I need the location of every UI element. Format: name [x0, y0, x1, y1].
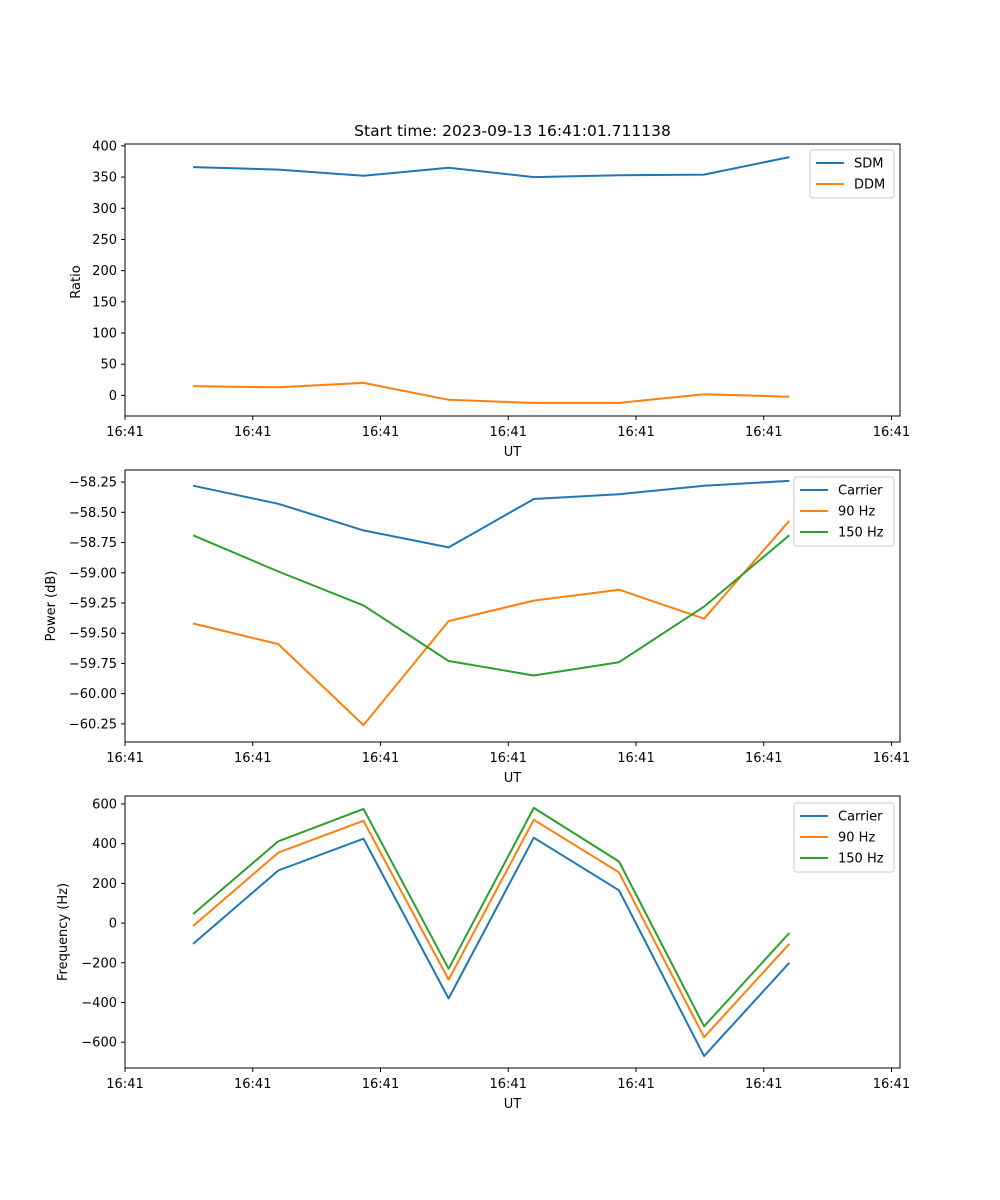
ratio-series-ddm-line [193, 381, 790, 404]
power-legend [793, 476, 895, 547]
ratio-x-axis-label: UT [504, 445, 522, 460]
power-axes-frame [124, 469, 901, 743]
frequency-axes-frame [124, 795, 901, 1069]
frequency-y-tick-label: 0 [109, 917, 117, 932]
power-x-tick-label: 16:41 [362, 751, 399, 766]
ratio-y-tick-label: 350 [92, 171, 117, 186]
ratio-x-tick-label: 16:41 [873, 425, 910, 440]
power-x-tick-label: 16:41 [617, 751, 654, 766]
power-series-150-hz-line [192, 534, 790, 677]
ratio-y-tick-label: 0 [109, 389, 117, 404]
ratio-y-tick-label: 50 [100, 358, 117, 373]
power-y-tick-label: −60.00 [69, 687, 117, 702]
frequency-x-tick-label: 16:41 [362, 1077, 399, 1092]
frequency-y-tick-label: 400 [92, 837, 117, 852]
ratio-y-axis-label: Ratio [69, 265, 84, 298]
power-y-tick-label: −59.75 [69, 657, 117, 672]
frequency-panel: 16:41 16:41 16:41 16:41 16:41 16:41 16:41 −600… [56, 795, 910, 1112]
power-y-axis-label: Power (dB) [44, 571, 59, 642]
power-y-tick-label: −59.00 [69, 566, 117, 581]
frequency-y-tick-label: −600 [81, 1036, 117, 1051]
frequency-x-tick-label: 16:41 [490, 1077, 527, 1092]
frequency-x-tick-label: 16:41 [617, 1077, 654, 1092]
ratio-legend-label: SDM [854, 157, 883, 172]
ratio-x-tick-label: 16:41 [106, 425, 143, 440]
power-y-tick-label: −60.25 [69, 717, 117, 732]
ratio-x-tick-label: 16:41 [234, 425, 271, 440]
ratio-legend-label: DDM [854, 178, 885, 193]
power-x-tick-label: 16:41 [873, 751, 910, 766]
ratio-y-tick-label: 400 [92, 139, 117, 154]
ratio-x-tick-label: 16:41 [745, 425, 782, 440]
frequency-y-tick-label: 600 [92, 797, 117, 812]
power-legend-label: 150 Hz [838, 526, 884, 541]
power-x-tick-label: 16:41 [106, 751, 143, 766]
power-x-tick-label: 16:41 [234, 751, 271, 766]
frequency-series-carrier-line [192, 836, 791, 1058]
chart-title: Start time: 2023-09-13 16:41:01.711138 [354, 122, 671, 140]
power-x-tick-label: 16:41 [745, 751, 782, 766]
frequency-x-tick-label: 16:41 [873, 1077, 910, 1092]
power-x-axis-label: UT [504, 771, 522, 786]
ratio-series-sdm-line [193, 156, 790, 179]
frequency-legend-label: 150 Hz [838, 852, 884, 867]
ratio-x-tick-label: 16:41 [617, 425, 654, 440]
power-y-tick-label: −58.75 [69, 536, 117, 551]
power-legend-label: 90 Hz [838, 505, 875, 520]
frequency-series-150-hz-line [192, 806, 791, 1028]
frequency-legend-label: Carrier [838, 810, 883, 825]
power-y-tick-label: −59.50 [69, 627, 117, 642]
ratio-y-tick-label: 300 [92, 202, 117, 217]
power-y-tick-label: −59.25 [69, 596, 117, 611]
frequency-y-axis-label: Frequency (Hz) [56, 883, 71, 981]
frequency-y-tick-label: 200 [92, 877, 117, 892]
power-series-carrier-line [192, 479, 790, 549]
ratio-y-tick-label: 100 [92, 327, 117, 342]
frequency-x-tick-label: 16:41 [745, 1077, 782, 1092]
frequency-y-tick-label: −400 [81, 996, 117, 1011]
power-y-tick-label: −58.25 [69, 476, 117, 491]
frequency-x-tick-label: 16:41 [106, 1077, 143, 1092]
ratio-y-tick-label: 250 [92, 233, 117, 248]
frequency-x-axis-label: UT [504, 1097, 522, 1112]
frequency-x-tick-label: 16:41 [234, 1077, 271, 1092]
power-panel: 16:41 16:41 16:41 16:41 16:41 16:41 16:41 −58.… [44, 469, 910, 786]
frequency-legend-label: 90 Hz [838, 831, 875, 846]
ratio-panel: Start time: 2023-09-13 16:41:01.711138 1… [69, 122, 910, 460]
ratio-x-tick-label: 16:41 [490, 425, 527, 440]
ratio-y-tick-label: 150 [92, 295, 117, 310]
frequency-series-90-hz-line [192, 818, 791, 1039]
power-legend-label: Carrier [838, 484, 883, 499]
power-y-tick-label: −58.50 [69, 506, 117, 521]
ratio-y-tick-label: 200 [92, 264, 117, 279]
power-series-90-hz-line [192, 520, 791, 727]
power-x-tick-label: 16:41 [490, 751, 527, 766]
frequency-legend [793, 802, 895, 873]
ratio-axes-frame [124, 143, 901, 417]
ratio-x-tick-label: 16:41 [362, 425, 399, 440]
frequency-y-tick-label: −200 [81, 956, 117, 971]
